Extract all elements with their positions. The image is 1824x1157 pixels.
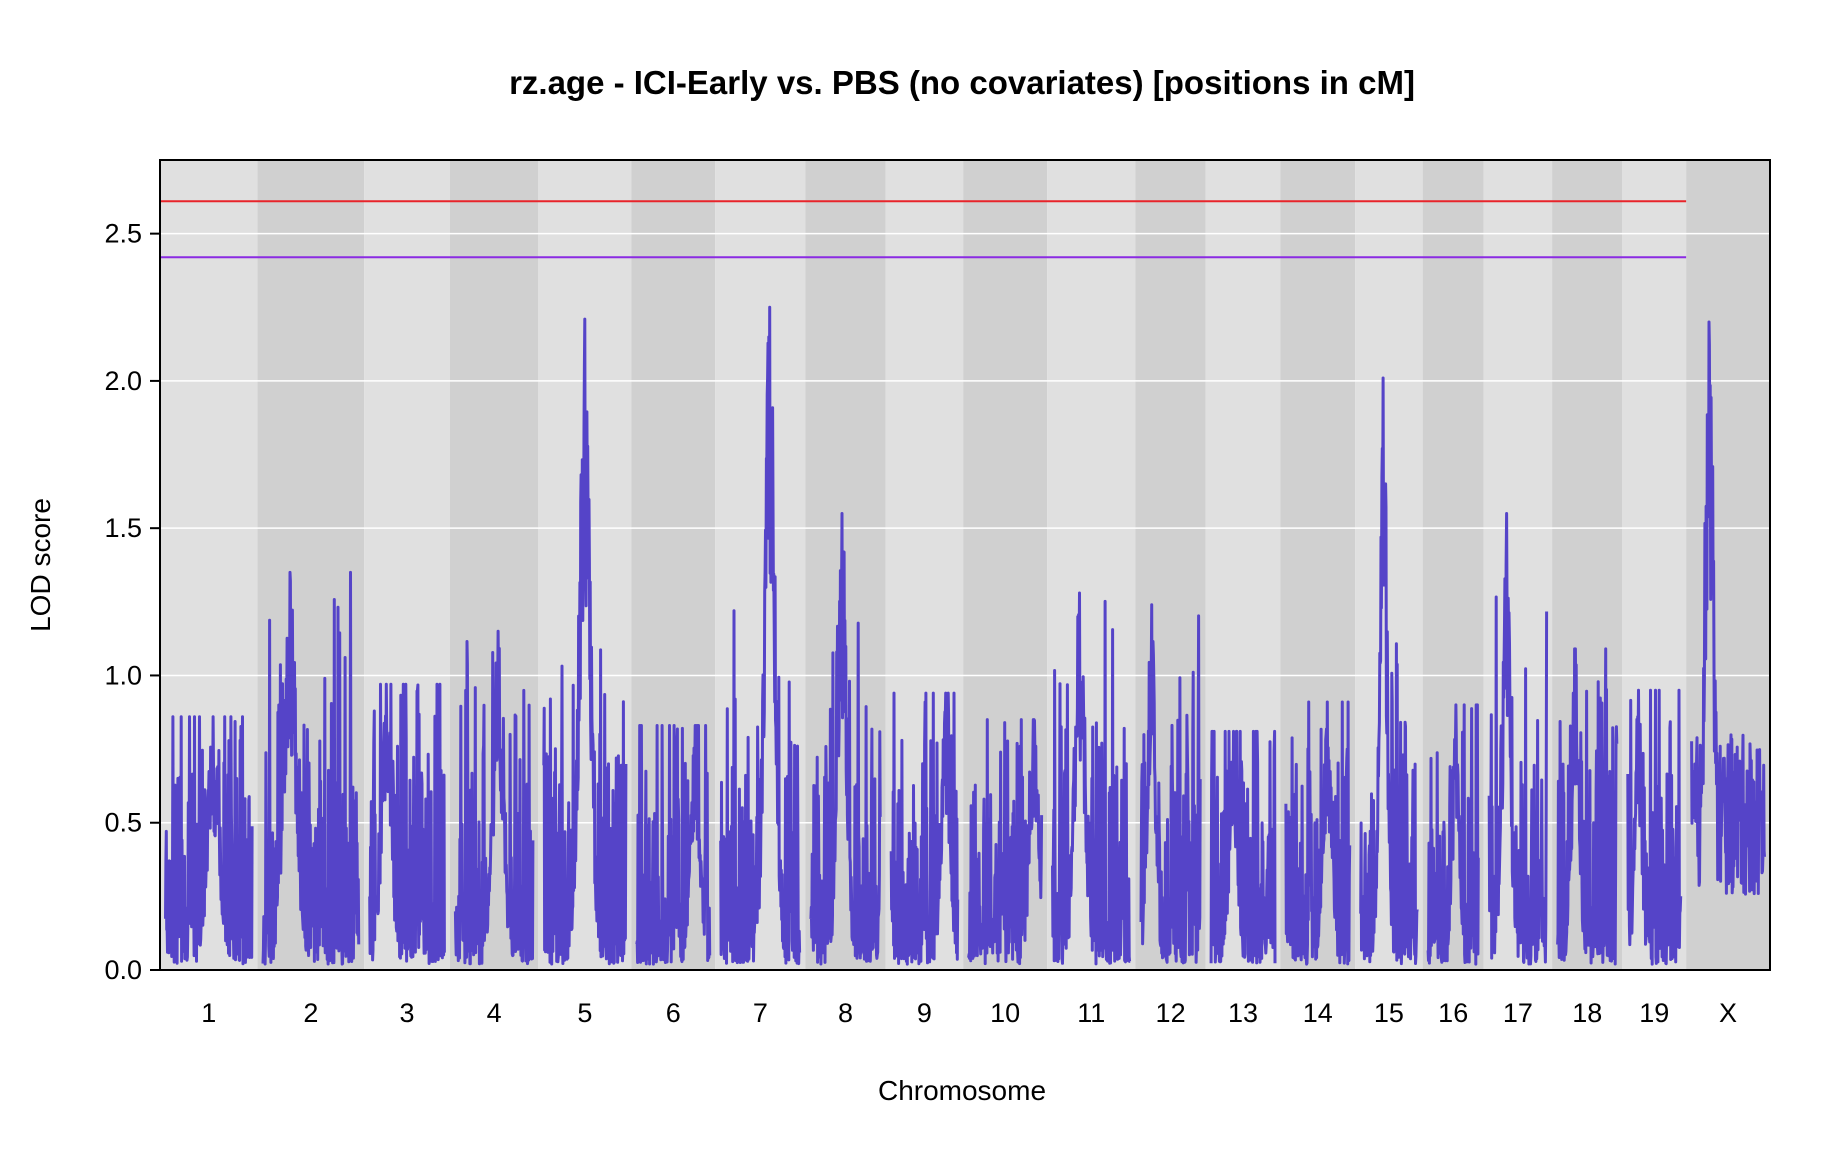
x-tick-label-chr-11: 11: [1077, 998, 1105, 1028]
x-tick-label-chr-6: 6: [666, 998, 681, 1028]
lod-curve-chr-9: [889, 691, 960, 966]
x-tick-label-chr-7: 7: [753, 998, 768, 1028]
lod-curve-chr-8: [809, 512, 882, 966]
lod-curve-chr-19: [1626, 688, 1683, 966]
x-tick-label-chr-13: 13: [1228, 998, 1258, 1028]
y-axis: 0.0 0.5 1.0 1.5 2.0 2.5: [104, 219, 160, 985]
lod-curve-chr-12: [1139, 603, 1202, 965]
lod-curve-chr-17: [1487, 512, 1549, 966]
x-axis-label: Chromosome: [878, 1075, 1046, 1106]
lod-curve-chr-1: [164, 715, 254, 966]
y-tick-label-0.0: 0.0: [104, 955, 142, 985]
x-tick-label-chr-18: 18: [1572, 998, 1602, 1028]
lod-curves: [164, 305, 1766, 966]
lod-curve-chr-18: [1556, 647, 1619, 966]
lod-curve-chr-3: [368, 682, 446, 965]
x-tick-label-chr-10: 10: [990, 998, 1020, 1028]
lod-curve-chr-X: [1690, 320, 1766, 896]
x-tick-label-chr-15: 15: [1374, 998, 1404, 1028]
x-tick-label-chr-4: 4: [487, 998, 502, 1028]
lod-curve-chr-15: [1359, 376, 1419, 966]
y-tick-label-1.5: 1.5: [104, 513, 142, 543]
x-tick-label-chr-3: 3: [400, 998, 415, 1028]
y-tick-label-0.5: 0.5: [104, 808, 142, 838]
lod-curve-chr-14: [1284, 700, 1352, 966]
x-tick-label-chr-X: X: [1719, 998, 1737, 1028]
x-tick-label-chr-12: 12: [1156, 998, 1186, 1028]
lod-curve-chr-5: [542, 317, 628, 966]
plot-border: [159, 159, 1771, 971]
chart-title: rz.age - ICI-Early vs. PBS (no covariate…: [509, 64, 1415, 101]
lod-curve-chr-6: [635, 724, 712, 966]
x-tick-label-chr-8: 8: [838, 998, 853, 1028]
x-tick-label-chr-14: 14: [1303, 998, 1333, 1028]
x-tick-label-chr-1: 1: [201, 998, 216, 1028]
y-tick-label-1.0: 1.0: [104, 660, 142, 690]
lod-curve-chr-11: [1051, 591, 1132, 966]
y-tick-label-2.0: 2.0: [104, 366, 142, 396]
x-tick-label-chr-2: 2: [303, 998, 318, 1028]
x-tick-label-chr-16: 16: [1438, 998, 1468, 1028]
x-tick-label-chr-17: 17: [1503, 998, 1533, 1028]
x-tick-label-chr-5: 5: [577, 998, 592, 1028]
x-axis: 1 2 3 4 5 6 7 8 9 10 11 12 13 14 15 16 17 18 19 X: [201, 998, 1737, 1028]
y-axis-label: LOD score: [25, 498, 56, 632]
x-tick-label-chr-9: 9: [917, 998, 932, 1028]
lod-curve-chr-7: [719, 305, 802, 966]
lod-curve-chr-13: [1209, 729, 1277, 965]
y-tick-label-2.5: 2.5: [104, 219, 142, 249]
threshold-lines: [160, 200, 1687, 259]
lod-curve-chr-4: [453, 629, 535, 966]
x-tick-label-chr-19: 19: [1639, 998, 1669, 1028]
lod-curve-chr-16: [1426, 703, 1480, 966]
lod-curve-chr-10: [967, 718, 1044, 966]
lod-curve-chr-2: [261, 570, 361, 966]
